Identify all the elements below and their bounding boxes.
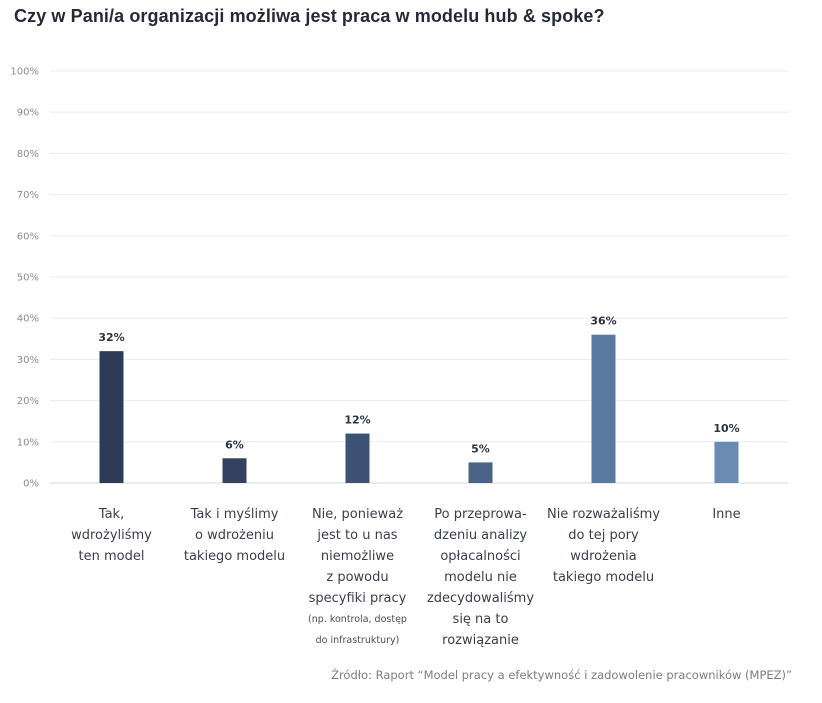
y-tick-label: 50%	[17, 273, 39, 284]
bar-value-label: 36%	[590, 315, 616, 328]
x-category-label: Nie, ponieważ jest to u nas niemożliwe z…	[296, 504, 420, 651]
x-category-text: Tak, wdrożyliśmy ten model	[71, 507, 152, 564]
y-tick-label: 20%	[17, 396, 39, 407]
x-category-label: Nie rozważaliśmy do tej pory wdrożenia t…	[542, 504, 666, 588]
bar-value-label: 12%	[344, 414, 370, 427]
x-category-label: Tak, wdrożyliśmy ten model	[50, 504, 174, 567]
y-tick-label: 70%	[17, 190, 39, 201]
bar	[468, 462, 493, 483]
y-tick-label: 30%	[17, 355, 39, 366]
y-tick-label: 40%	[17, 314, 39, 325]
x-category-text: Inne	[712, 507, 741, 522]
x-category-note: (np. kontrola, dostęp do infrastruktury)	[308, 614, 407, 646]
bar	[714, 441, 739, 483]
x-category-label: Po przeprowa- dzeniu analizy opłacalnośc…	[419, 504, 543, 651]
y-tick-label: 100%	[10, 67, 39, 78]
x-category-label: Inne	[665, 504, 789, 525]
bar	[99, 351, 124, 483]
x-category-text: Nie rozważaliśmy do tej pory wdrożenia t…	[546, 507, 661, 585]
bar	[591, 334, 616, 483]
bar-value-label: 32%	[98, 331, 124, 344]
chart-title: Czy w Pani/a organizacji możliwa jest pr…	[14, 6, 605, 26]
bar	[222, 458, 247, 483]
source-note: Źródło: Raport “Model pracy a efektywnoś…	[331, 668, 792, 682]
x-category-text: Po przeprowa- dzeniu analizy opłacalnośc…	[426, 507, 535, 648]
x-category-text: Nie, ponieważ jest to u nas niemożliwe z…	[308, 507, 407, 606]
bar-value-label: 5%	[471, 442, 490, 455]
y-tick-label: 80%	[17, 149, 39, 160]
y-tick-label: 90%	[17, 108, 39, 119]
y-tick-label: 60%	[17, 231, 39, 242]
bar-value-label: 6%	[225, 438, 244, 451]
x-category-text: Tak i myślimy o wdrożeniu takiego modelu	[183, 507, 286, 564]
bar	[345, 433, 370, 483]
bar-value-label: 10%	[713, 422, 739, 435]
y-tick-label: 0%	[23, 479, 39, 490]
y-tick-label: 10%	[17, 437, 39, 448]
x-category-label: Tak i myślimy o wdrożeniu takiego modelu	[173, 504, 297, 567]
